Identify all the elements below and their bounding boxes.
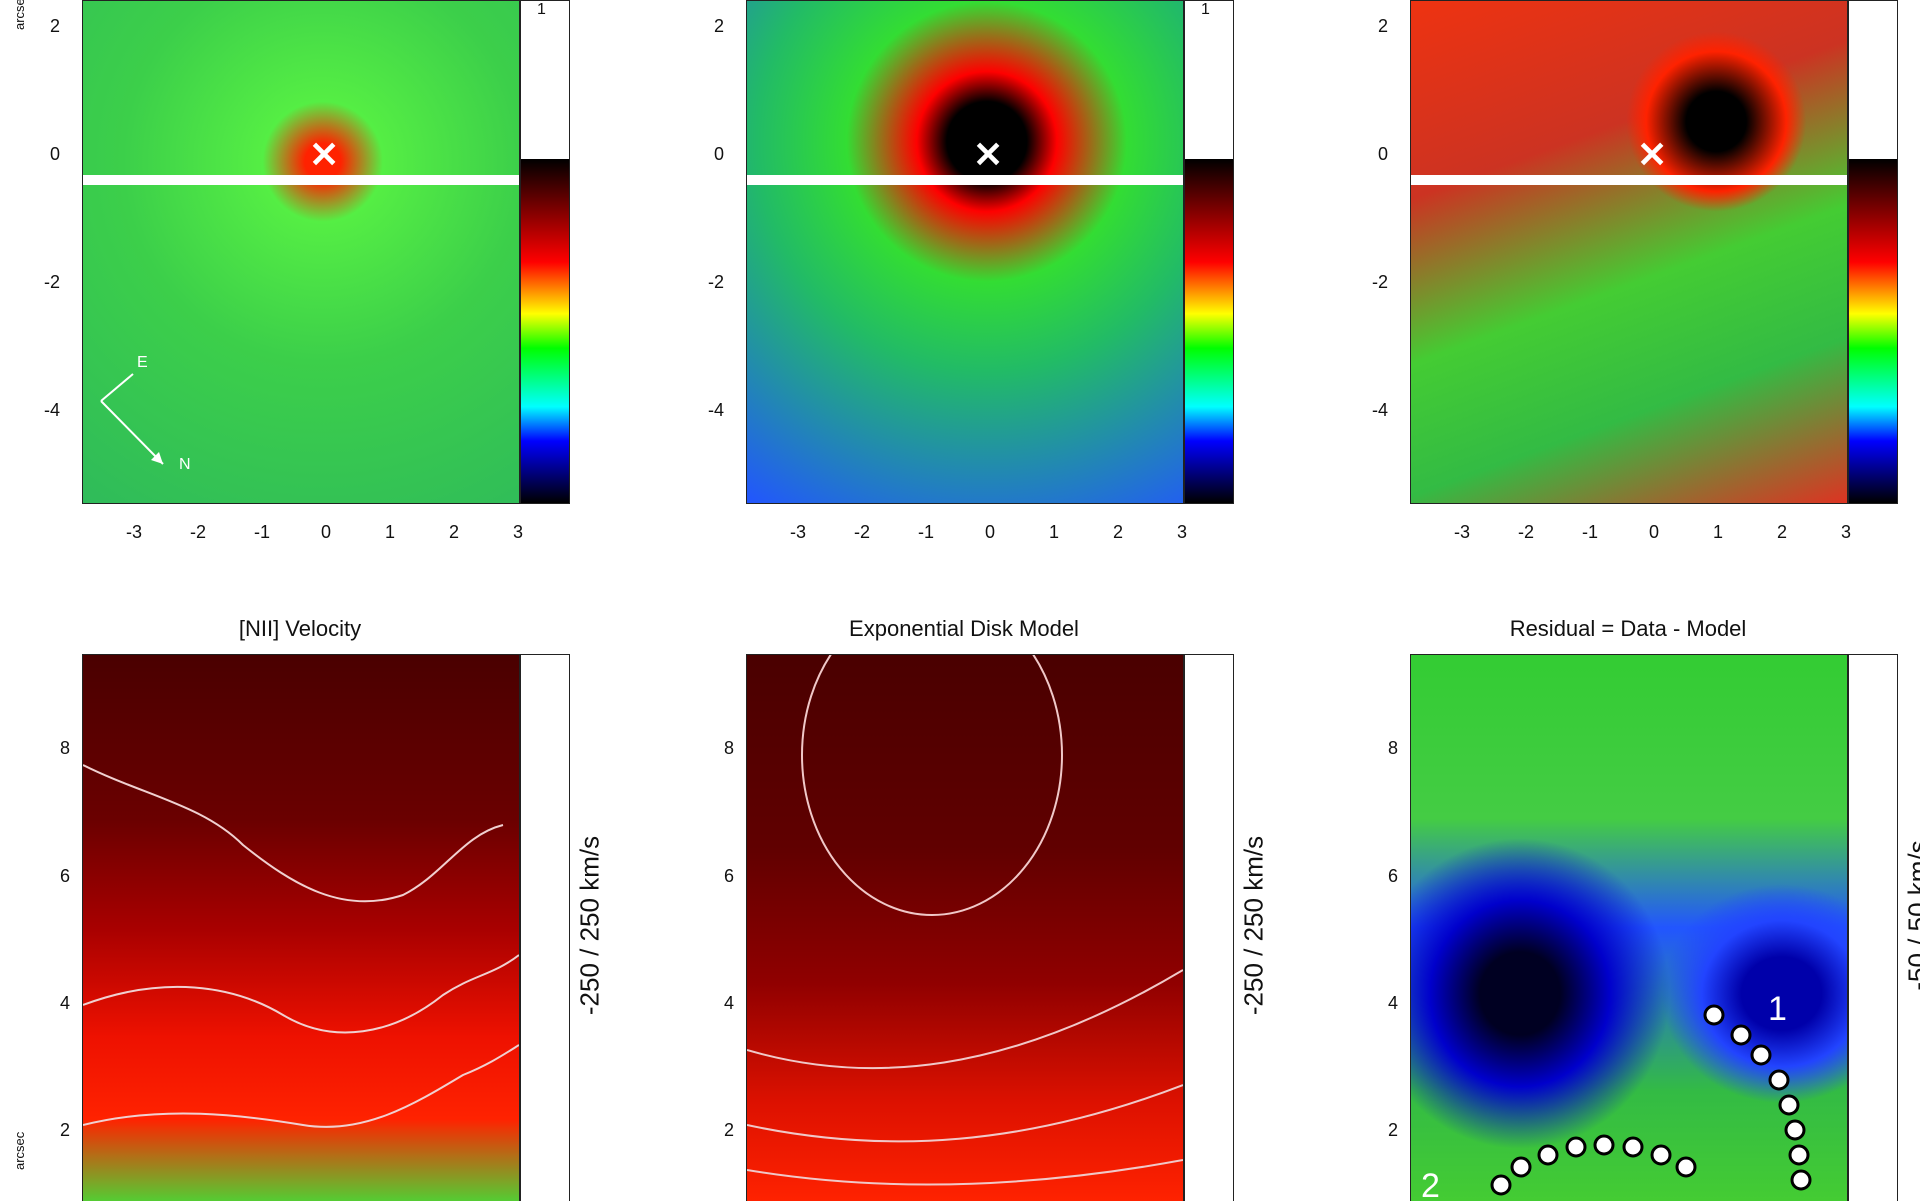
slit-line xyxy=(747,175,1183,185)
colorbar-label: -50 / 50 km/s xyxy=(1903,766,1920,1066)
x-tick: 1 xyxy=(1698,522,1738,543)
y-tick: 6 xyxy=(1368,866,1398,887)
y-tick: -2 xyxy=(30,272,60,293)
y-tick: 8 xyxy=(704,738,734,759)
y-tick: -4 xyxy=(694,400,724,421)
flux-map-1: ✕ E N xyxy=(82,0,520,504)
colorbar-model xyxy=(1184,654,1234,1201)
x-tick: 0 xyxy=(306,522,346,543)
y-tick: 2 xyxy=(694,16,724,37)
colorbar-1: 1 xyxy=(520,0,570,504)
contour-lines xyxy=(83,655,519,1201)
x-tick: -3 xyxy=(778,522,818,543)
residual-map: 1 2 xyxy=(1410,654,1848,1201)
x-tick: 3 xyxy=(498,522,538,543)
x-tick: 1 xyxy=(1034,522,1074,543)
y-tick: 0 xyxy=(1358,144,1388,165)
y-tick: -4 xyxy=(30,400,60,421)
y-tick: 4 xyxy=(40,993,70,1014)
flux-map-2: ✕ xyxy=(746,0,1184,504)
compass-north: N xyxy=(179,456,191,474)
y-tick: 6 xyxy=(40,866,70,887)
colorbar-velocity xyxy=(520,654,570,1201)
center-cross: ✕ xyxy=(309,137,339,173)
colorbar-3 xyxy=(1848,0,1898,504)
model-contours xyxy=(747,655,1183,1201)
x-tick: 3 xyxy=(1826,522,1866,543)
y-tick: -2 xyxy=(694,272,724,293)
y-tick: 2 xyxy=(30,16,60,37)
y-tick: 4 xyxy=(704,993,734,1014)
colorbar-2: 1 xyxy=(1184,0,1234,504)
x-tick: 0 xyxy=(970,522,1010,543)
x-tick: -2 xyxy=(1506,522,1546,543)
y-tick: 0 xyxy=(694,144,724,165)
x-tick: -1 xyxy=(242,522,282,543)
colorbar-label: -250 / 250 km/s xyxy=(1239,776,1270,1076)
colorbar-top-label: 1 xyxy=(1201,1,1210,19)
x-tick: 0 xyxy=(1634,522,1674,543)
y-tick: 2 xyxy=(1368,1120,1398,1141)
y-axis-label: arcsec xyxy=(12,0,27,30)
y-tick: 2 xyxy=(704,1120,734,1141)
x-tick: -3 xyxy=(114,522,154,543)
panel-title: [NII] Velocity xyxy=(82,616,518,642)
x-tick: 3 xyxy=(1162,522,1202,543)
y-tick: 8 xyxy=(1368,738,1398,759)
x-tick: 2 xyxy=(434,522,474,543)
panel-title: Exponential Disk Model xyxy=(746,616,1182,642)
y-tick: 4 xyxy=(1368,993,1398,1014)
y-tick: 6 xyxy=(704,866,734,887)
marker-label-one: 1 xyxy=(1768,990,1787,1029)
colorbar-residual xyxy=(1848,654,1898,1201)
compass-east: E xyxy=(137,354,148,372)
x-tick: -2 xyxy=(842,522,882,543)
x-tick: -1 xyxy=(906,522,946,543)
disk-model-map xyxy=(746,654,1184,1201)
panel-title: Residual = Data - Model xyxy=(1410,616,1846,642)
colorbar-top-label: 1 xyxy=(537,1,546,19)
ratio-map-3: ✕ xyxy=(1410,0,1848,504)
slit-line xyxy=(83,175,519,185)
x-tick: 2 xyxy=(1098,522,1138,543)
x-tick: 2 xyxy=(1762,522,1802,543)
y-tick: -2 xyxy=(1358,272,1388,293)
slit-line xyxy=(1411,175,1847,185)
marker-label-two: 2 xyxy=(1421,1167,1440,1201)
x-tick: 1 xyxy=(370,522,410,543)
y-tick: 2 xyxy=(40,1120,70,1141)
compass-icon xyxy=(93,356,183,476)
y-tick: 2 xyxy=(1358,16,1388,37)
center-cross: ✕ xyxy=(973,137,1003,173)
y-tick: -4 xyxy=(1358,400,1388,421)
x-tick: -2 xyxy=(178,522,218,543)
x-tick: -1 xyxy=(1570,522,1610,543)
orbit-markers xyxy=(1411,655,1847,1201)
y-tick: 8 xyxy=(40,738,70,759)
x-tick: -3 xyxy=(1442,522,1482,543)
y-tick: 0 xyxy=(30,144,60,165)
velocity-map xyxy=(82,654,520,1201)
y-axis-label: arcsec xyxy=(12,1132,27,1170)
colorbar-label: -250 / 250 km/s xyxy=(575,776,606,1076)
center-cross: ✕ xyxy=(1637,137,1667,173)
